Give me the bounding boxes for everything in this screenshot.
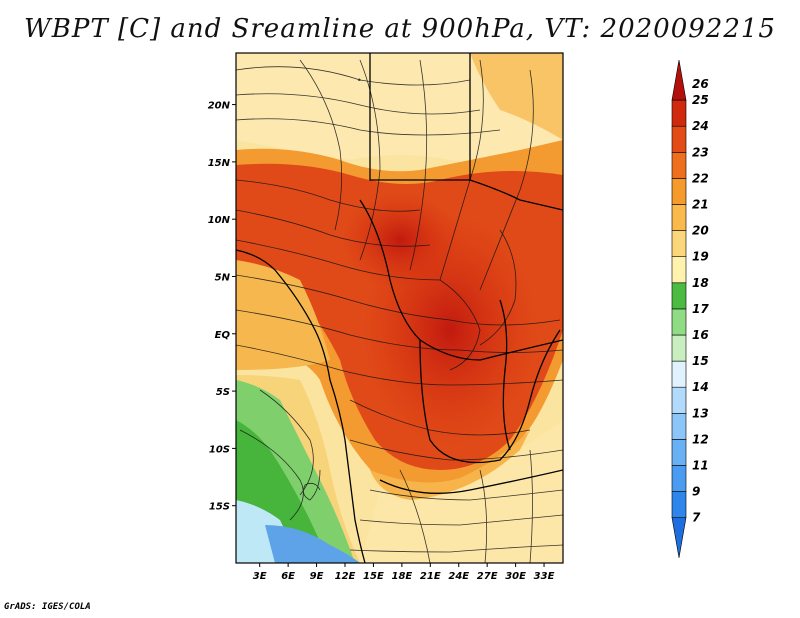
- streamlines: [236, 59, 563, 563]
- lat-label: 15N: [208, 158, 231, 169]
- lon-label: 12E: [335, 571, 356, 582]
- lon-label: 9E: [310, 571, 324, 582]
- colorbar-segment: [671, 125, 687, 153]
- colorbar-label: 9: [692, 485, 700, 499]
- lon-label: 24E: [448, 571, 469, 582]
- lat-label: 10S: [209, 444, 230, 455]
- lon-label: 33E: [534, 571, 555, 582]
- colorbar-segment: [671, 152, 687, 179]
- colorbar-label: 19: [692, 250, 709, 264]
- colorbar-segment: [671, 465, 687, 492]
- latitude-axis: 20N 15N 10N 5N EQ 5S 10S 15S: [208, 101, 236, 513]
- grads-credit: GrADS: IGES/COLA: [4, 602, 91, 612]
- colorbar-segment: [671, 517, 687, 558]
- colorbar-label: 26: [692, 77, 709, 91]
- colorbar-label: 13: [692, 406, 709, 420]
- lat-label: 5S: [216, 387, 230, 398]
- colorbar-label: 11: [692, 459, 709, 473]
- colorbar-label: 17: [692, 302, 709, 316]
- colorbar-segment: [671, 204, 687, 231]
- colorbar-label: 12: [692, 432, 709, 446]
- colorbar-segment: [671, 412, 687, 440]
- colorbar-segment: [671, 308, 687, 336]
- colorbar-label: 21: [692, 198, 709, 212]
- colorbar-label: 20: [692, 224, 709, 238]
- colorbar-label: 14: [692, 380, 709, 394]
- lat-label: 10N: [208, 215, 231, 226]
- colorbar-segment: [671, 282, 687, 310]
- lon-label: 21E: [420, 571, 441, 582]
- lat-label: 5N: [215, 272, 231, 283]
- lon-label: 27E: [477, 571, 498, 582]
- colorbar-label: 24: [692, 119, 709, 133]
- lon-label: 30E: [505, 571, 526, 582]
- lon-label: 6E: [281, 571, 295, 582]
- colorbar-segment: [671, 178, 687, 205]
- lon-label: 18E: [391, 571, 412, 582]
- country-borders: [236, 53, 563, 563]
- colorbar-segment: [671, 334, 687, 362]
- colorbar-label: 22: [692, 171, 709, 185]
- lat-label: 15S: [209, 502, 230, 513]
- chart-title: WBPT [C] and Sreamline at 900hPa, VT: 20…: [24, 14, 776, 44]
- longitude-axis: 3E 6E 9E 12E 15E 18E 21E 24E 27E 30E 33E: [253, 563, 555, 582]
- colorbar-label: 15: [692, 354, 709, 368]
- lat-label: 20N: [208, 101, 231, 112]
- colorbar-label: 7: [692, 511, 701, 525]
- colorbar-label: 25: [692, 93, 709, 107]
- lat-label: EQ: [215, 330, 231, 341]
- lon-label: 3E: [253, 571, 267, 582]
- colorbar-segment: [671, 230, 687, 258]
- lon-label: 15E: [363, 571, 384, 582]
- colorbar-label: 16: [692, 328, 709, 342]
- map-frame: [235, 52, 564, 564]
- colorbar-segment: [671, 59, 687, 101]
- colorbar-segment: [671, 386, 687, 414]
- colorbar-label: 23: [692, 145, 709, 159]
- colorbar-segment: [671, 256, 687, 284]
- colorbar-segment: [671, 360, 687, 388]
- colorbar-segment: [671, 99, 687, 127]
- colorbar-label: 18: [692, 276, 709, 290]
- colorbar: 7 9 11 12 13 14 15 16 17 18 19 20 21 22 23 24 25 26: [671, 59, 709, 558]
- colorbar-segment: [671, 439, 687, 466]
- colorbar-segment: [671, 491, 687, 519]
- wbpt-field: [236, 53, 563, 563]
